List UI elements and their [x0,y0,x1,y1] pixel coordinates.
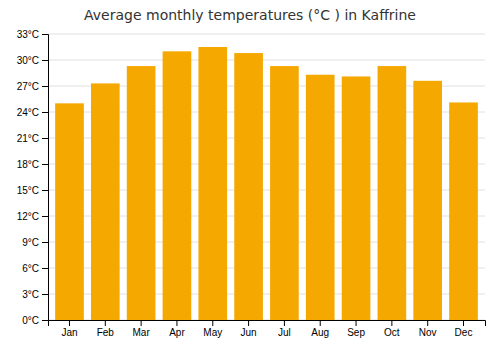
tick-label: Apr [169,327,185,338]
tick-mark [42,86,48,87]
tick-mark [42,216,48,217]
tick-mark [320,320,321,326]
tick-mark [42,320,48,321]
bar [91,83,120,320]
y-tick: 24°C [17,107,48,118]
tick-mark [69,320,70,326]
bar [127,66,156,320]
tick-label: 24°C [17,107,39,118]
tick-label: 9°C [22,237,39,248]
y-tick: 0°C [22,315,48,326]
tick-mark [42,190,48,191]
x-tick: Jul [278,320,291,338]
bar [55,103,84,320]
y-tick: 33°C [17,29,48,40]
x-tick: Oct [384,320,400,338]
bar [449,102,478,320]
y-axis: 0°C 3°C 6°C 9°C 12°C 15°C 18°C 21°C 24°C 27°C 30°C… [17,29,49,326]
bars [55,47,478,320]
x-tick: Jun [241,320,257,338]
tick-label: 21°C [17,133,39,144]
tick-label: Jun [241,327,257,338]
tick-mark [248,320,249,326]
tick-label: May [203,327,222,338]
tick-label: Mar [133,327,151,338]
tick-mark [42,294,48,295]
bar [163,51,192,320]
x-tick: Sep [347,320,365,338]
y-tick: 27°C [17,81,48,92]
tick-mark [42,242,48,243]
x-tick: Feb [97,320,115,338]
tick-mark [356,320,357,326]
tick-label: Oct [384,327,400,338]
y-tick: 21°C [17,133,48,144]
bar [270,66,299,320]
grid-line [48,34,485,35]
tick-mark [42,60,48,61]
x-tick: Dec [455,320,473,338]
tick-label: Sep [347,327,365,338]
bar [306,75,335,320]
y-tick: 3°C [22,289,48,300]
tick-mark [42,34,48,35]
bar [198,47,227,320]
tick-mark [212,320,213,326]
bar [342,76,371,320]
tick-label: 30°C [17,55,39,66]
x-tick: Aug [311,320,329,338]
y-tick: 9°C [22,237,48,248]
tick-mark [42,138,48,139]
tick-mark [42,112,48,113]
y-tick: 12°C [17,211,48,222]
x-tick: May [203,320,222,338]
x-tick: Jan [61,320,77,338]
y-tick: 18°C [17,159,48,170]
axis-line [49,321,486,327]
tick-label: 3°C [22,289,39,300]
tick-label: 18°C [17,159,39,170]
tick-mark [42,268,48,269]
tick-label: Aug [311,327,329,338]
tick-mark [176,320,177,326]
tick-mark [463,320,464,326]
y-tick: 15°C [17,185,48,196]
tick-mark [284,320,285,326]
x-tick: Nov [419,320,437,338]
tick-label: 33°C [17,29,39,40]
tick-label: Jan [61,327,77,338]
tick-label: 27°C [17,81,39,92]
tick-label: 0°C [22,315,39,326]
tick-label: Feb [97,327,115,338]
tick-label: 6°C [22,263,39,274]
bar [234,53,263,320]
tick-label: 12°C [17,211,39,222]
tick-label: 15°C [17,185,39,196]
chart: Jan Feb Mar Apr May Jun Jul Aug Sep Oct Nov Dec 0°C 3… [0,0,500,350]
grid [48,34,485,320]
tick-label: Jul [278,327,291,338]
plot: Jan Feb Mar Apr May Jun Jul Aug Sep Oct Nov Dec 0°C 3… [17,29,486,338]
bar [378,66,407,320]
tick-mark [141,320,142,326]
x-tick: Mar [133,320,151,338]
x-tick: Apr [169,320,185,338]
axis-line [42,35,49,321]
tick-mark [105,320,106,326]
tick-label: Dec [455,327,473,338]
bar [413,81,442,320]
y-tick: 6°C [22,263,48,274]
tick-mark [391,320,392,326]
tick-mark [427,320,428,326]
tick-mark [42,164,48,165]
grid-line [48,60,485,61]
tick-label: Nov [419,327,437,338]
title: Average monthly temperatures (°C ) in Ka… [84,7,416,23]
y-tick: 30°C [17,55,48,66]
x-axis: Jan Feb Mar Apr May Jun Jul Aug Sep Oct Nov Dec [49,320,486,338]
